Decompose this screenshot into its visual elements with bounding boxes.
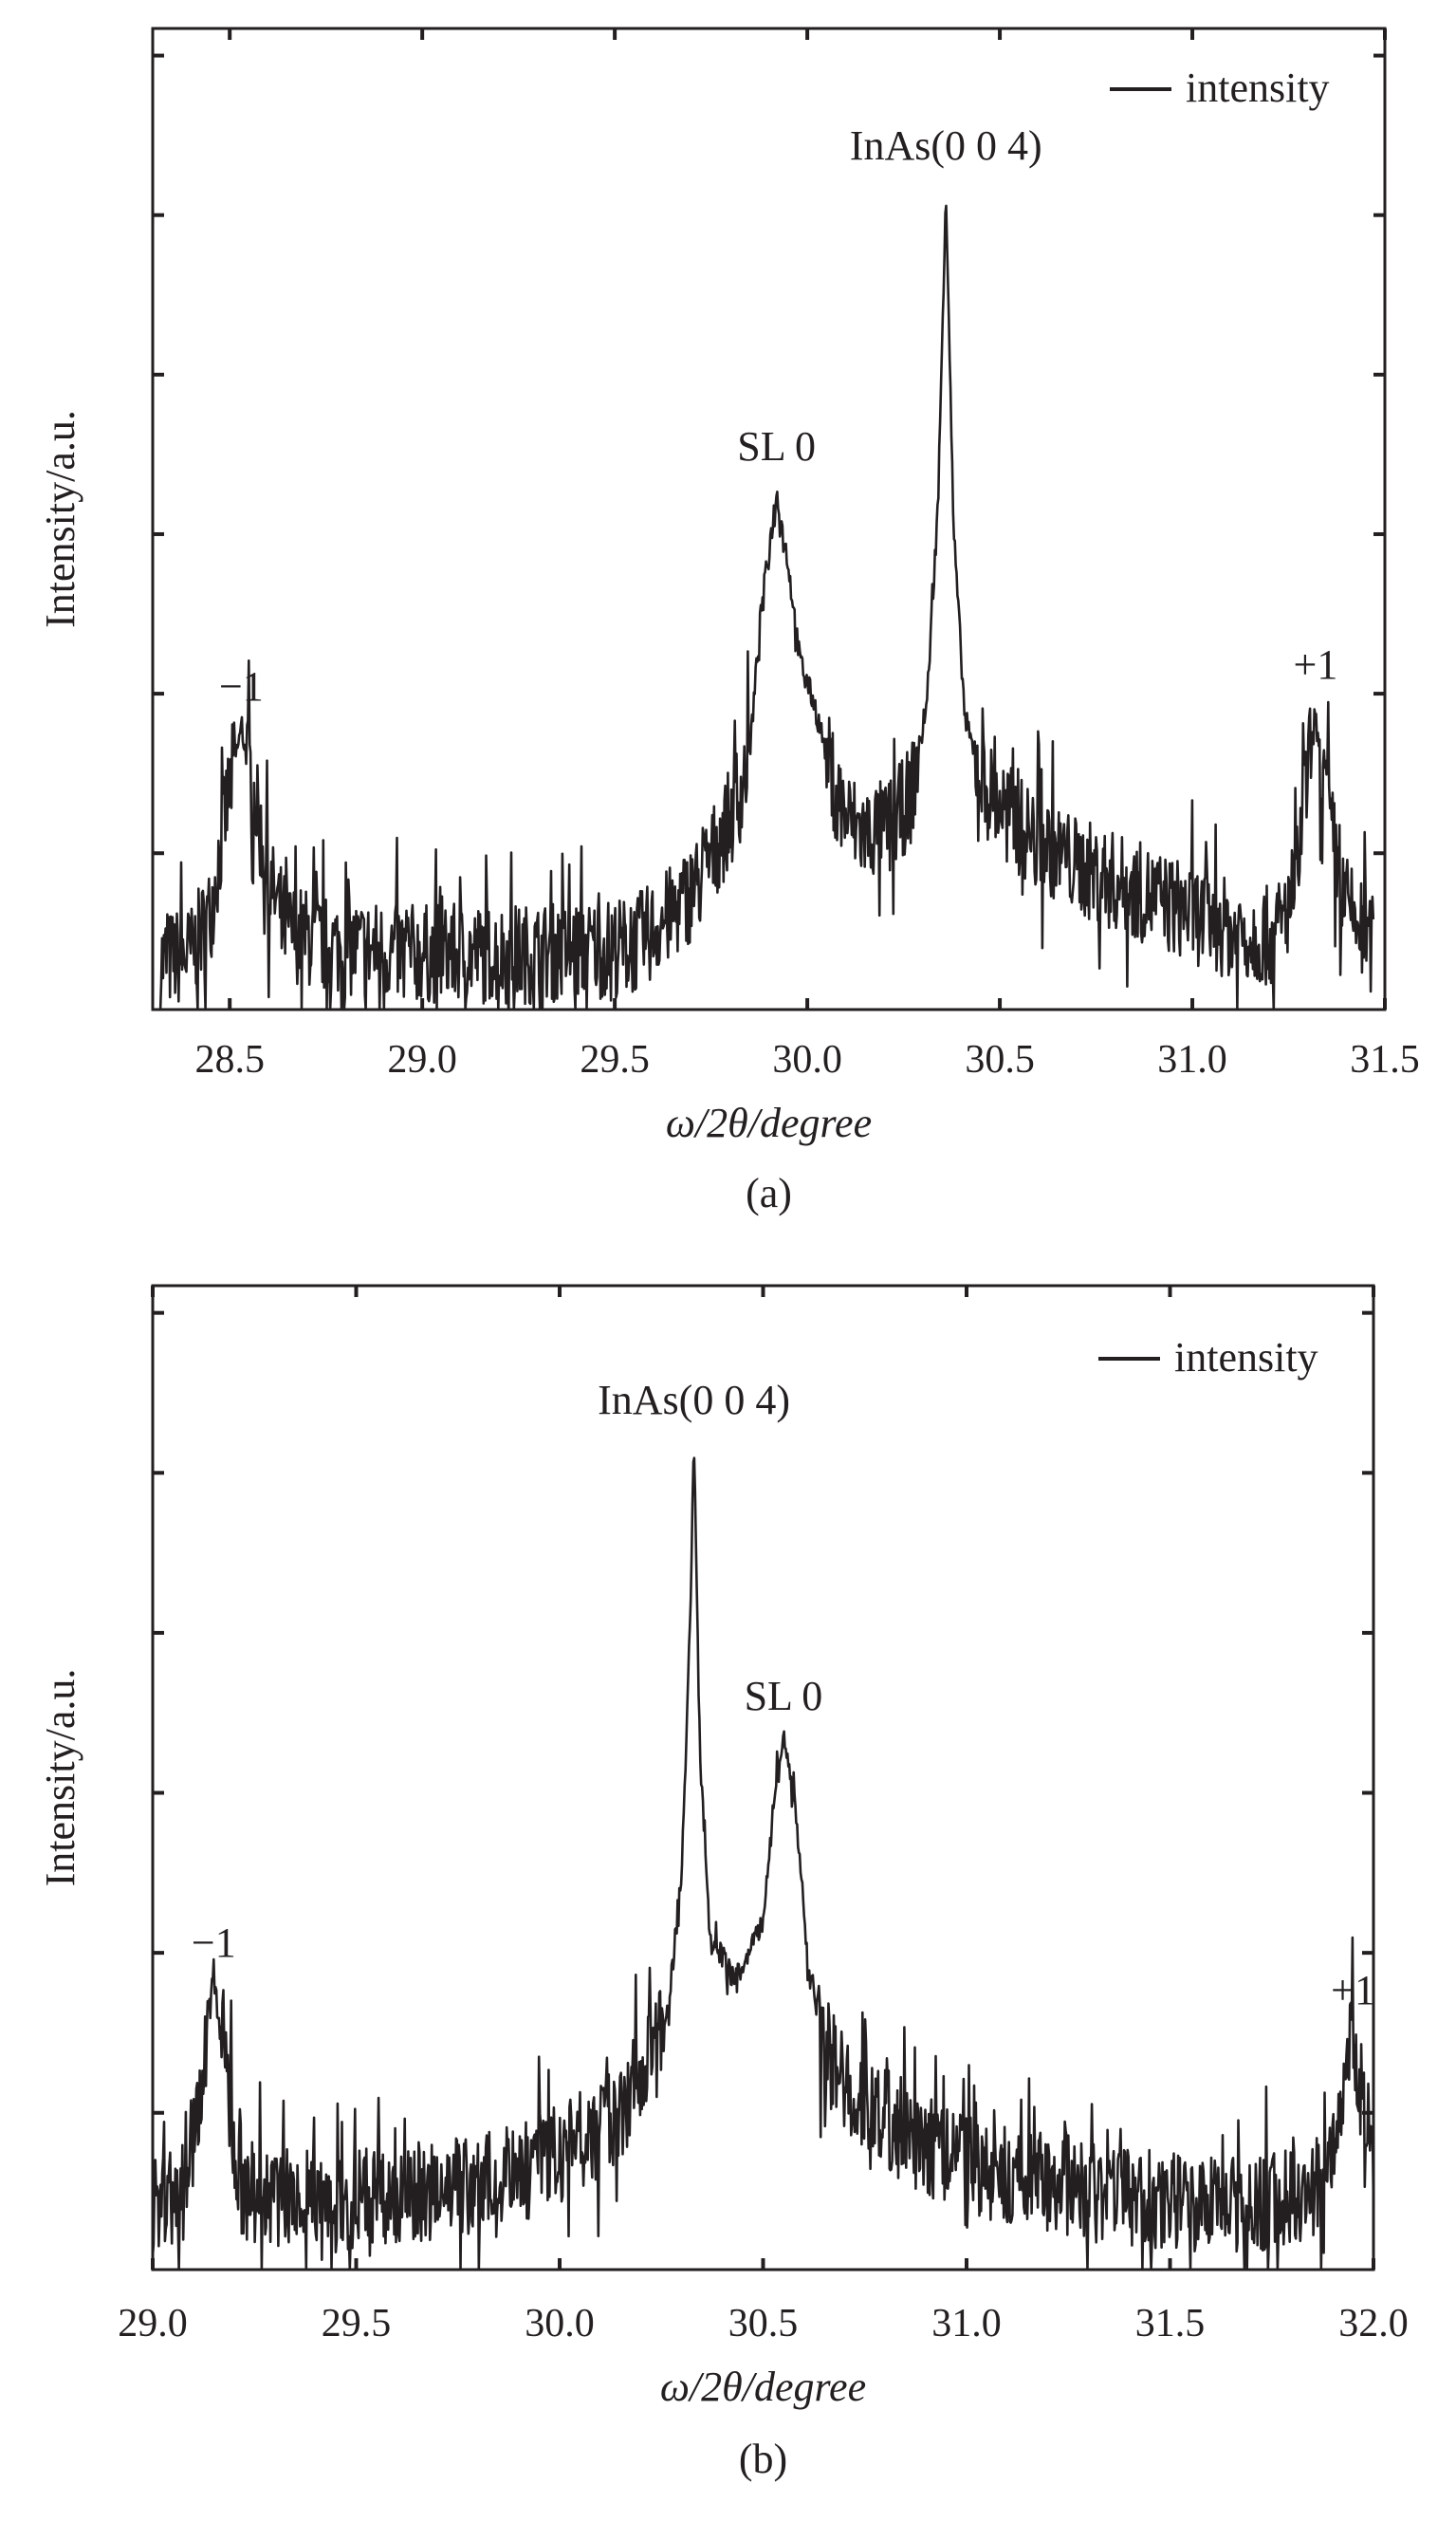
panel-label: (a) [746,1170,792,1216]
intensity-series-line [158,204,1375,1011]
x-tick-label: 29.5 [580,1038,650,1082]
x-tick-label: 31.0 [931,2302,1002,2346]
x-tick-label: 31.5 [1350,1038,1420,1082]
x-tick-label: 29.5 [322,2302,392,2346]
x-axis-label: ω/2θ/degree [660,2364,866,2410]
y-axis-label: Intensity/a.u. [37,1669,83,1887]
annotation-sl0: SL 0 [745,1673,823,1719]
panel-b: 29.0 29.5 30.0 30.5 31.0 31.5 32.0 inten… [37,1284,1409,2482]
axis-ticks [151,1286,1375,2270]
legend-label: intensity [1186,65,1330,111]
axis-ticks [153,28,1387,1010]
x-tick-label: 31.5 [1135,2302,1206,2346]
panel-a: 28.5 29.0 29.5 30.0 30.5 31.0 31.5 inten… [37,27,1420,1216]
plot-frame [151,1284,1375,2272]
x-tick-labels: 29.0 29.5 30.0 30.5 31.0 31.5 32.0 [118,2302,1409,2346]
x-tick-label: 32.0 [1338,2302,1409,2346]
annotation-plus1: +1 [1294,641,1338,688]
x-axis-label: ω/2θ/degree [666,1100,872,1146]
x-tick-label: 30.5 [965,1038,1035,1082]
x-tick-label: 31.0 [1157,1038,1227,1082]
y-axis-label: Intensity/a.u. [37,410,83,628]
annotation-inas-004: InAs(0 0 4) [850,122,1042,169]
x-tick-labels: 28.5 29.0 29.5 30.0 30.5 31.0 31.5 [194,1038,1419,1082]
panel-label: (b) [739,2436,787,2482]
x-tick-label: 30.0 [525,2302,595,2346]
x-tick-label: 29.0 [387,1038,457,1082]
annotation-minus1: −1 [192,1919,236,1966]
x-tick-label: 28.5 [194,1038,265,1082]
annotation-plus1: +1 [1331,1967,1375,2013]
x-tick-label: 29.0 [118,2302,188,2346]
annotation-inas-004: InAs(0 0 4) [598,1377,790,1423]
intensity-series-line [151,1456,1375,2272]
annotation-sl0: SL 0 [737,423,816,470]
legend-label: intensity [1174,1334,1318,1381]
x-tick-label: 30.0 [772,1038,842,1082]
plot-frame [151,27,1387,1011]
annotation-minus1: −1 [219,663,264,710]
x-tick-label: 30.5 [728,2302,799,2346]
